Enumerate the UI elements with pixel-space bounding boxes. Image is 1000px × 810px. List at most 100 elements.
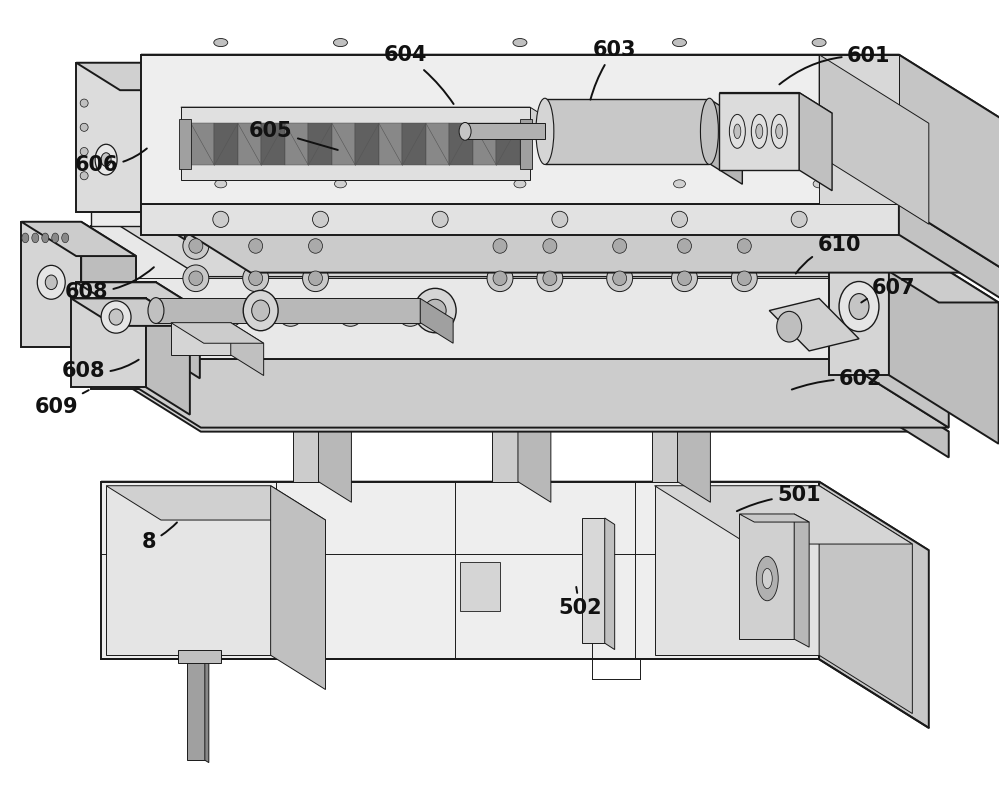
Polygon shape	[178, 650, 221, 663]
Ellipse shape	[737, 239, 751, 254]
Polygon shape	[605, 518, 615, 650]
Polygon shape	[739, 514, 809, 522]
Ellipse shape	[731, 265, 757, 292]
Polygon shape	[355, 123, 379, 165]
Ellipse shape	[22, 233, 29, 243]
Polygon shape	[465, 123, 545, 139]
Text: 602: 602	[792, 369, 883, 390]
Polygon shape	[839, 226, 949, 428]
Ellipse shape	[95, 144, 117, 175]
Polygon shape	[655, 486, 819, 655]
Ellipse shape	[791, 211, 807, 228]
Polygon shape	[179, 119, 191, 169]
Text: 607: 607	[861, 278, 916, 302]
Polygon shape	[141, 54, 899, 204]
Polygon shape	[187, 655, 205, 760]
Ellipse shape	[309, 239, 322, 254]
Polygon shape	[518, 389, 551, 502]
Ellipse shape	[672, 265, 697, 292]
Text: 502: 502	[558, 587, 602, 618]
Polygon shape	[819, 482, 929, 728]
Polygon shape	[146, 298, 190, 415]
Ellipse shape	[249, 271, 263, 286]
Polygon shape	[141, 62, 185, 240]
Polygon shape	[91, 363, 949, 432]
Ellipse shape	[397, 300, 423, 326]
Ellipse shape	[487, 232, 513, 259]
Polygon shape	[91, 363, 839, 389]
Text: 608: 608	[64, 267, 154, 302]
Text: 8: 8	[142, 522, 177, 552]
Ellipse shape	[334, 180, 346, 188]
Ellipse shape	[183, 265, 209, 292]
Ellipse shape	[243, 265, 269, 292]
Ellipse shape	[672, 211, 687, 228]
Ellipse shape	[309, 271, 322, 286]
Polygon shape	[899, 204, 1000, 303]
Polygon shape	[492, 389, 518, 482]
Ellipse shape	[776, 124, 783, 139]
Polygon shape	[285, 123, 308, 165]
Polygon shape	[214, 123, 238, 165]
Ellipse shape	[613, 239, 627, 254]
Ellipse shape	[771, 114, 787, 148]
Polygon shape	[71, 298, 190, 326]
Ellipse shape	[101, 301, 131, 333]
Polygon shape	[91, 226, 839, 359]
Polygon shape	[652, 389, 678, 482]
Polygon shape	[91, 208, 839, 226]
Ellipse shape	[737, 271, 751, 286]
Polygon shape	[238, 123, 261, 165]
Polygon shape	[449, 123, 473, 165]
Ellipse shape	[849, 293, 869, 319]
Ellipse shape	[214, 39, 228, 47]
Ellipse shape	[607, 265, 633, 292]
Polygon shape	[819, 486, 912, 714]
Polygon shape	[739, 514, 794, 639]
Polygon shape	[191, 123, 214, 165]
Ellipse shape	[673, 39, 686, 47]
Ellipse shape	[839, 282, 879, 331]
Polygon shape	[402, 123, 426, 165]
Polygon shape	[171, 322, 231, 355]
Ellipse shape	[613, 271, 627, 286]
Ellipse shape	[32, 233, 39, 243]
Ellipse shape	[756, 556, 778, 601]
Ellipse shape	[224, 305, 238, 320]
Ellipse shape	[493, 239, 507, 254]
Ellipse shape	[42, 233, 49, 243]
Polygon shape	[101, 482, 819, 659]
Polygon shape	[181, 107, 557, 124]
Ellipse shape	[343, 305, 357, 320]
Polygon shape	[156, 298, 420, 322]
Ellipse shape	[218, 300, 244, 326]
Text: 605: 605	[249, 121, 338, 150]
Ellipse shape	[303, 265, 328, 292]
Polygon shape	[769, 298, 859, 351]
Ellipse shape	[80, 147, 88, 156]
Ellipse shape	[607, 232, 633, 259]
Polygon shape	[308, 123, 332, 165]
Text: 604: 604	[384, 45, 454, 104]
Ellipse shape	[403, 305, 417, 320]
Polygon shape	[181, 107, 530, 180]
Polygon shape	[156, 283, 200, 378]
Ellipse shape	[432, 211, 448, 228]
Ellipse shape	[756, 124, 763, 139]
Polygon shape	[829, 234, 889, 375]
Ellipse shape	[337, 300, 363, 326]
Polygon shape	[899, 54, 1000, 273]
Polygon shape	[719, 92, 799, 170]
Ellipse shape	[80, 99, 88, 107]
Polygon shape	[21, 222, 136, 256]
Polygon shape	[81, 222, 136, 382]
Polygon shape	[76, 62, 141, 212]
Polygon shape	[91, 359, 949, 428]
Polygon shape	[379, 123, 402, 165]
Polygon shape	[460, 562, 500, 611]
Polygon shape	[106, 486, 271, 655]
Ellipse shape	[213, 211, 229, 228]
Ellipse shape	[333, 39, 347, 47]
Ellipse shape	[812, 39, 826, 47]
Polygon shape	[76, 283, 156, 351]
